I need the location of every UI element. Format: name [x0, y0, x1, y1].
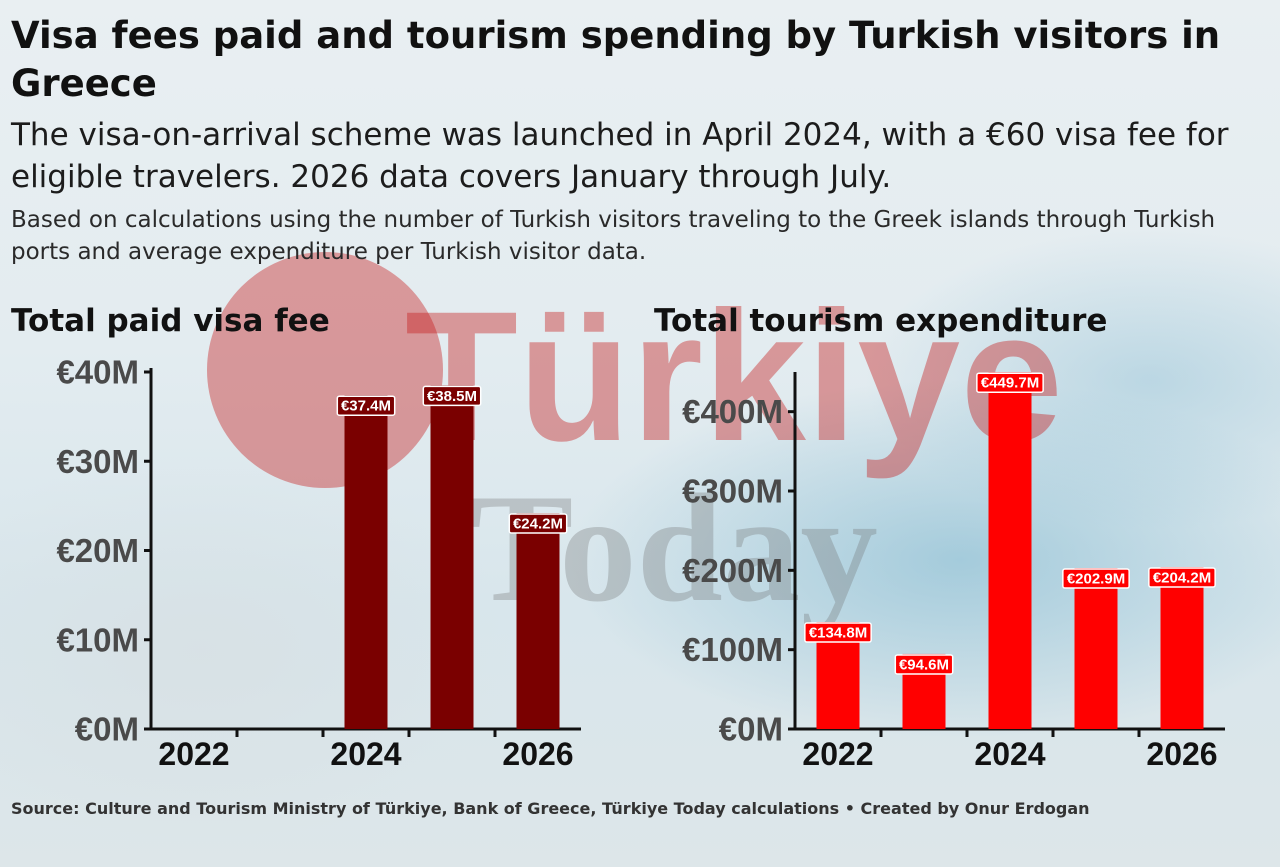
y-tick-label: €10M: [56, 621, 139, 658]
bar-2024: [988, 372, 1032, 729]
x-tick-label: 2022: [802, 736, 873, 772]
data-label-2026: €24.2M: [513, 516, 563, 533]
chart-subtitle: The visa-on-arrival scheme was launched …: [11, 117, 1229, 195]
data-label-2022: €134.8M: [809, 625, 867, 642]
y-tick-label: €200M: [682, 552, 783, 589]
bar-2026: [1160, 567, 1204, 729]
data-label-box: [1148, 567, 1216, 588]
data-label-box: [508, 513, 568, 534]
y-tick-label: €100M: [682, 631, 783, 668]
chart-title: Visa fees paid and tourism spending by T…: [11, 14, 1221, 105]
x-tick-label: 2026: [1146, 736, 1217, 772]
x-tick-label: 2026: [502, 736, 573, 772]
data-label-2023: €94.6M: [899, 656, 949, 673]
source-note: Source: Culture and Tourism Ministry of …: [11, 799, 1090, 818]
visa-fee-bar-chart: €0M €10M €20M €30M €40M 2022 2024 2026 €37.4M €38…: [56, 354, 581, 772]
data-label-box: [336, 395, 396, 416]
bar-2024: [344, 395, 388, 729]
bar-2025: [430, 385, 474, 729]
data-label-box: [1062, 568, 1130, 589]
y-tick-label: €40M: [56, 354, 139, 391]
tourism-expenditure-bar-chart: €0M €100M €200M €300M €400M 2022 2024 2026 €134.…: [682, 372, 1225, 772]
data-label-2024: €449.7M: [981, 375, 1039, 392]
data-label-2024: €37.4M: [341, 398, 391, 415]
left-chart-title: Total paid visa fee: [11, 303, 330, 339]
right-chart-title: Total tourism expenditure: [654, 303, 1108, 339]
y-tick-label: €20M: [56, 532, 139, 569]
header: Visa fees paid and tourism spending by T…: [11, 12, 1273, 268]
x-tick-label: 2024: [974, 736, 1045, 772]
data-label-box: [976, 372, 1044, 393]
data-label-box: [804, 622, 872, 643]
x-tick-label: 2022: [158, 736, 229, 772]
y-tick-label: €0M: [719, 711, 783, 748]
data-label-box: [894, 654, 954, 675]
y-tick-label: €300M: [682, 473, 783, 510]
chart-note: Based on calculations using the number o…: [11, 207, 1216, 265]
y-tick-label: €0M: [75, 711, 139, 748]
y-tick-label: €400M: [682, 393, 783, 430]
x-tick-label: 2024: [330, 736, 401, 772]
bar-2025: [1074, 568, 1118, 729]
y-tick-label: €30M: [56, 443, 139, 480]
data-label-2026: €204.2M: [1153, 570, 1211, 587]
data-label-2025: €202.9M: [1067, 571, 1125, 588]
bar-2026: [516, 513, 560, 729]
data-label-2025: €38.5M: [427, 388, 477, 405]
data-label-box: [422, 385, 482, 407]
